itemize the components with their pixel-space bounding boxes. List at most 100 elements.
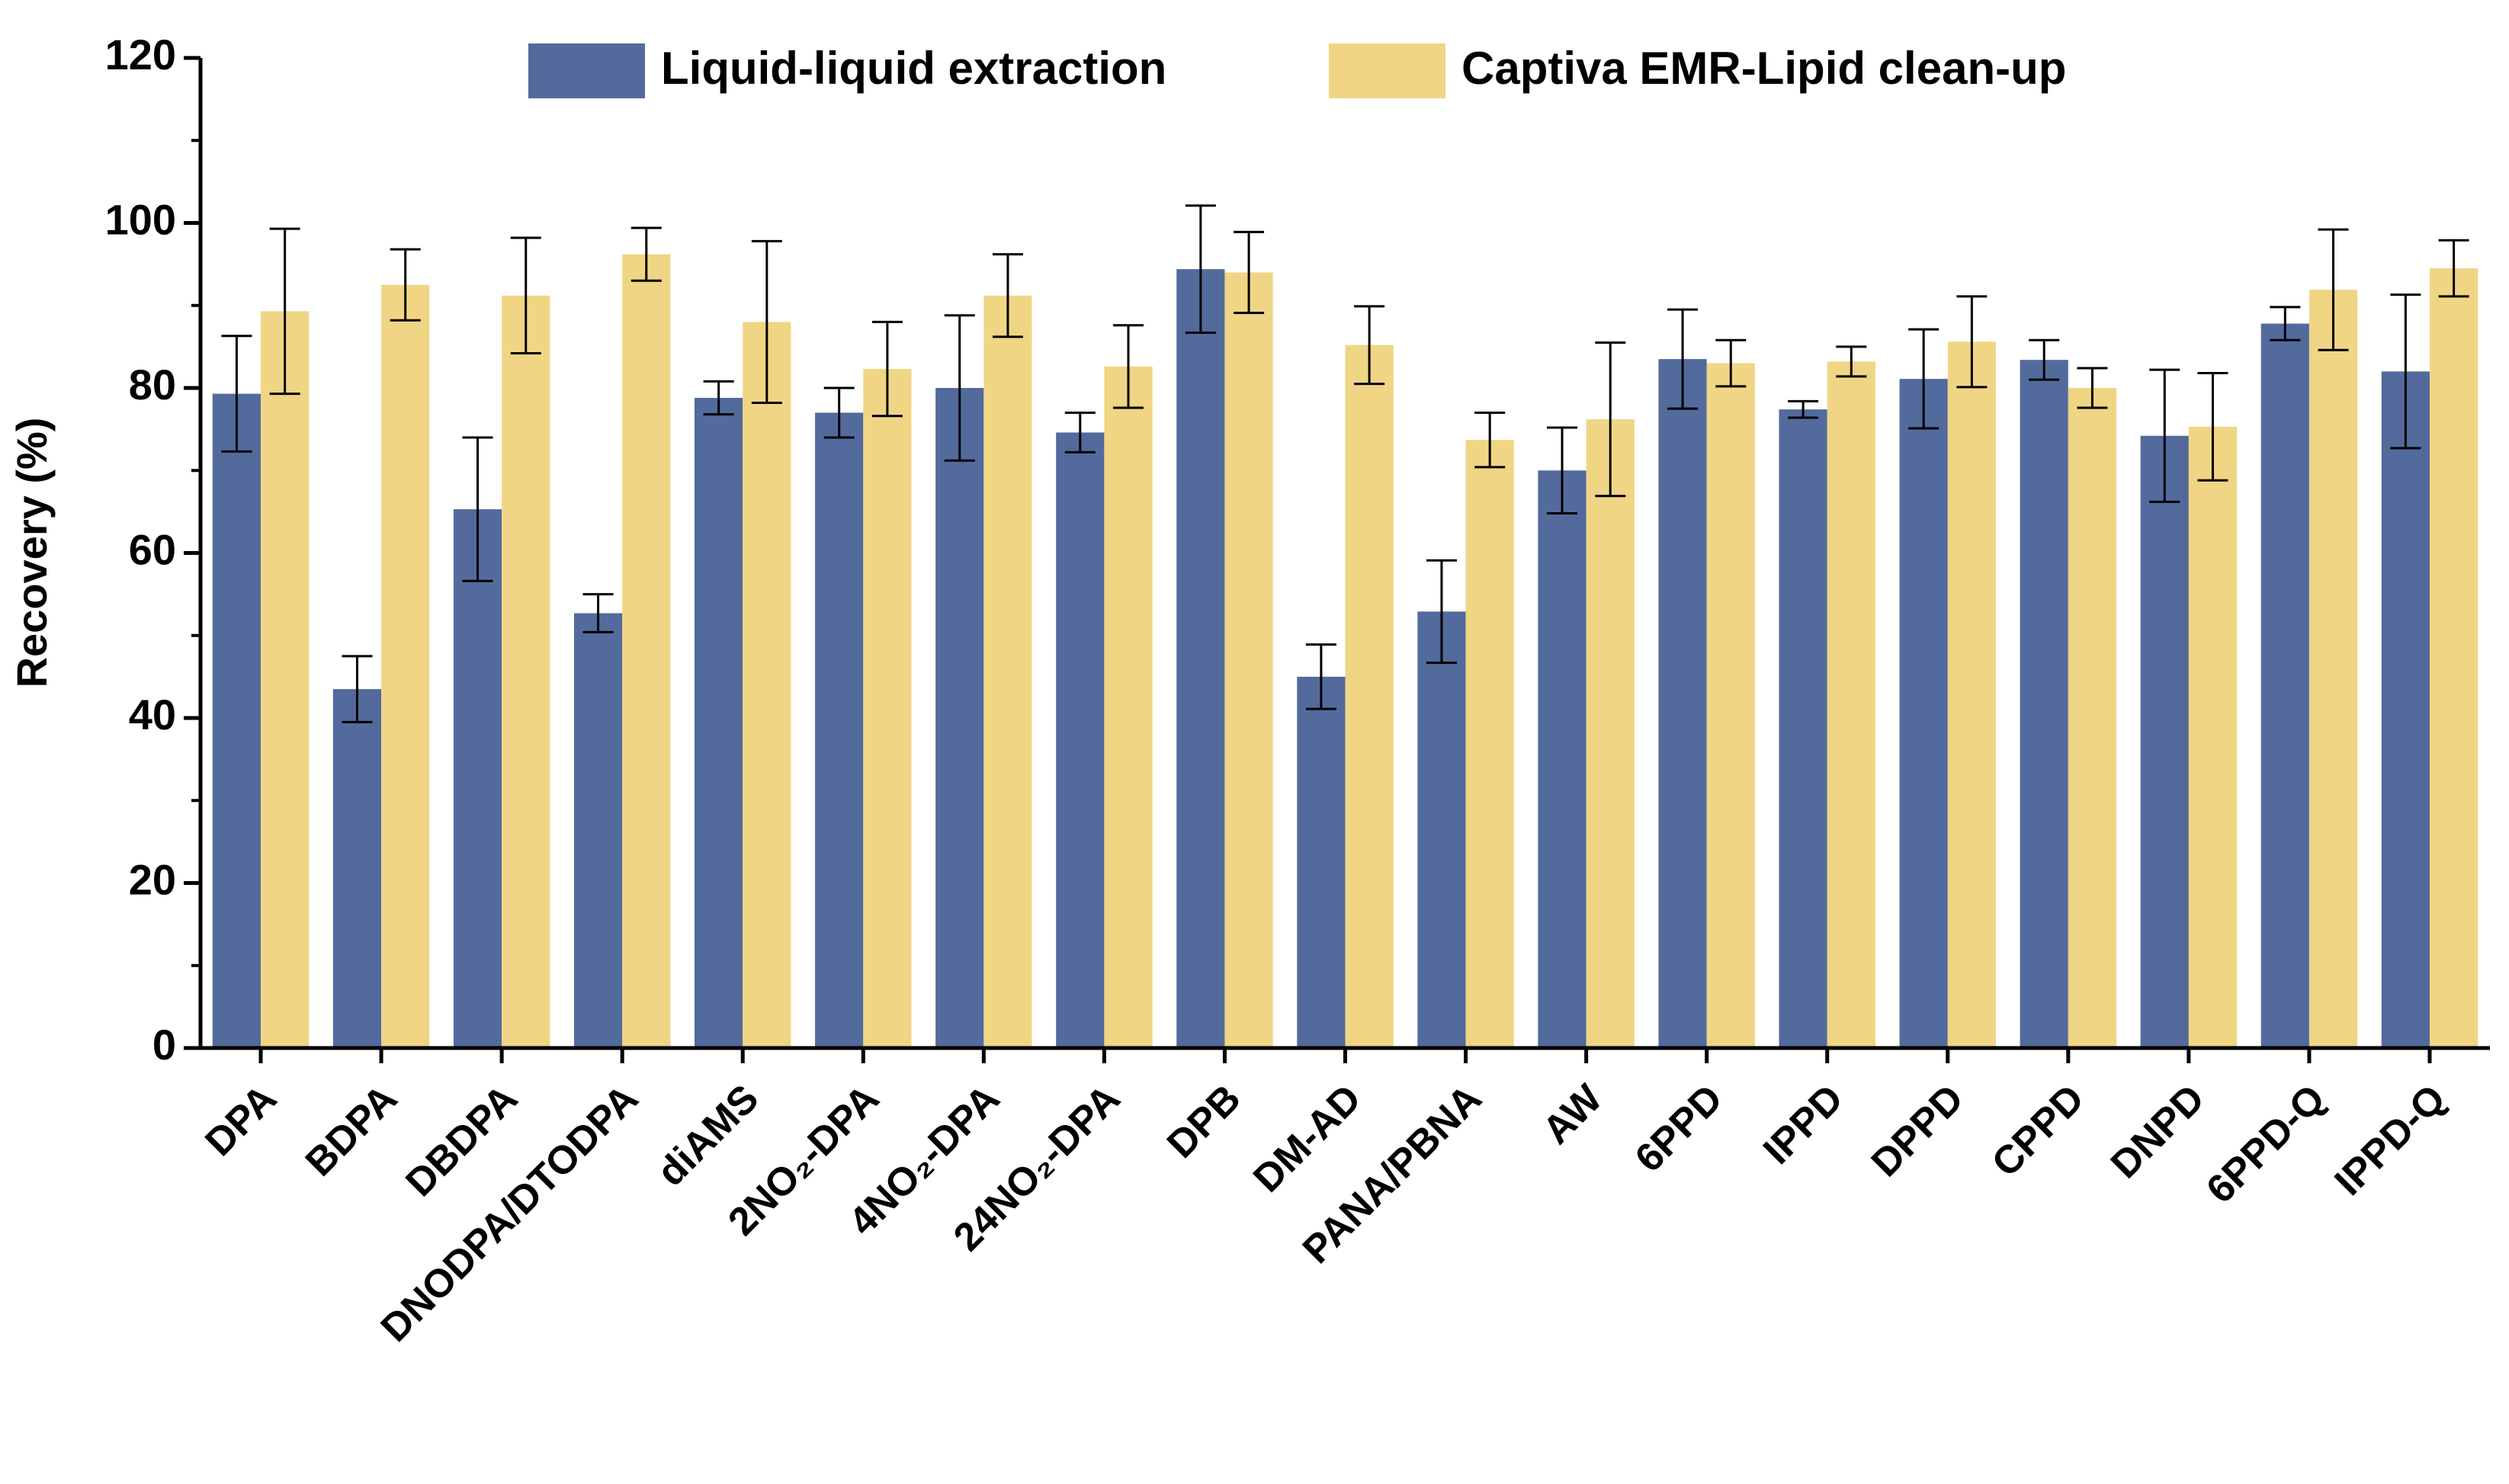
bar <box>1586 419 1635 1048</box>
y-tick-label: 0 <box>152 1021 176 1069</box>
error-bar <box>2390 293 2421 450</box>
bar <box>695 397 743 1048</box>
x-tick-label: DM-AD <box>1245 1076 1370 1201</box>
error-bar <box>1715 338 1747 388</box>
error-bar <box>1426 559 1457 664</box>
bar <box>573 613 623 1048</box>
error-bar <box>823 386 855 439</box>
error-bar <box>1185 204 1216 334</box>
error-bar <box>1595 341 1626 498</box>
bar <box>1104 366 1153 1049</box>
error-bar <box>582 593 614 633</box>
bar <box>1538 470 1587 1048</box>
bar <box>935 388 984 1048</box>
y-tick-label: 80 <box>129 361 176 409</box>
bar <box>381 284 430 1048</box>
x-tick-label: CPPD <box>1984 1076 2093 1185</box>
bar <box>1465 440 1514 1048</box>
error-bar <box>1234 230 1265 314</box>
bar <box>1297 676 1346 1048</box>
error-bar <box>1836 345 1867 378</box>
bar <box>2429 268 2479 1049</box>
y-tick-label: 100 <box>105 195 176 243</box>
error-bar <box>1064 411 1096 454</box>
legend-swatch <box>1329 43 1445 98</box>
error-bar <box>269 227 300 396</box>
error-bar <box>390 248 421 322</box>
x-tick-label: DPA <box>197 1076 285 1165</box>
error-bar <box>944 314 975 462</box>
y-tick-label: 40 <box>129 691 176 739</box>
bar <box>1345 345 1394 1049</box>
error-bar <box>2077 367 2108 409</box>
x-tick-label: DPB <box>1159 1076 1250 1167</box>
y-tick-label: 120 <box>105 30 176 79</box>
error-bar <box>2197 372 2228 482</box>
bar <box>261 311 310 1048</box>
error-bar <box>510 236 541 355</box>
legend-swatch <box>528 43 645 98</box>
bar <box>743 322 791 1048</box>
bar <box>1827 361 1875 1048</box>
bar <box>983 295 1032 1048</box>
error-bar <box>1474 411 1506 469</box>
bar <box>2308 290 2358 1048</box>
x-tick-label: DPPD <box>1863 1076 1972 1185</box>
error-bar <box>221 335 252 453</box>
bar <box>2188 426 2238 1048</box>
error-bar <box>1956 295 1988 389</box>
x-tick-label: BDPA <box>297 1076 406 1184</box>
error-bar <box>2149 368 2180 503</box>
bar <box>1417 611 1466 1048</box>
x-tick-label: 6PPD <box>1627 1076 1731 1181</box>
x-tick-label: IPPD <box>1755 1076 1852 1173</box>
bar <box>1779 409 1827 1048</box>
error-bar <box>1788 399 1819 419</box>
x-tick-label: 6PPD-Q <box>2198 1076 2334 1212</box>
error-bar <box>1113 324 1144 409</box>
bar <box>212 393 261 1048</box>
legend-label: Liquid-liquid extraction <box>661 43 1166 94</box>
error-bar <box>2318 228 2349 351</box>
bar <box>502 295 550 1048</box>
y-tick-label: 20 <box>129 855 176 903</box>
bar <box>1056 432 1105 1048</box>
bar <box>815 412 864 1048</box>
bar <box>2140 435 2189 1048</box>
x-tick-label: AW <box>1535 1076 1612 1153</box>
bar <box>1176 269 1225 1048</box>
bar <box>2381 371 2430 1049</box>
error-bar <box>2438 239 2469 298</box>
error-bar <box>630 226 662 282</box>
bar <box>453 509 502 1048</box>
bar <box>2260 323 2309 1048</box>
bar <box>1224 272 1273 1048</box>
error-bar <box>751 239 782 404</box>
bar <box>1658 359 1707 1048</box>
bar <box>2068 388 2117 1048</box>
error-bar <box>703 380 734 416</box>
y-tick-label: 60 <box>129 525 176 573</box>
bar <box>622 254 671 1048</box>
error-bar <box>2270 306 2301 341</box>
bar <box>863 369 912 1048</box>
bar <box>332 689 382 1048</box>
bar <box>1899 379 1948 1048</box>
x-tick-label: IPPD-Q <box>2326 1076 2454 1204</box>
error-bar <box>342 655 373 723</box>
legend-label: Captiva EMR-Lipid clean-up <box>1461 43 2066 94</box>
bar <box>2020 360 2068 1048</box>
error-bar <box>1305 643 1336 710</box>
error-bar <box>1908 328 1940 430</box>
bar <box>1947 341 1996 1048</box>
error-bar <box>1354 305 1385 386</box>
x-tick-label: diAMS <box>649 1076 767 1194</box>
y-axis-label: Recovery (%) <box>8 418 56 688</box>
error-bar <box>1667 308 1699 410</box>
error-bar <box>462 436 493 582</box>
error-bar <box>2029 338 2060 381</box>
bar <box>1706 363 1755 1048</box>
error-bar <box>871 320 903 418</box>
error-bar <box>1546 426 1577 515</box>
